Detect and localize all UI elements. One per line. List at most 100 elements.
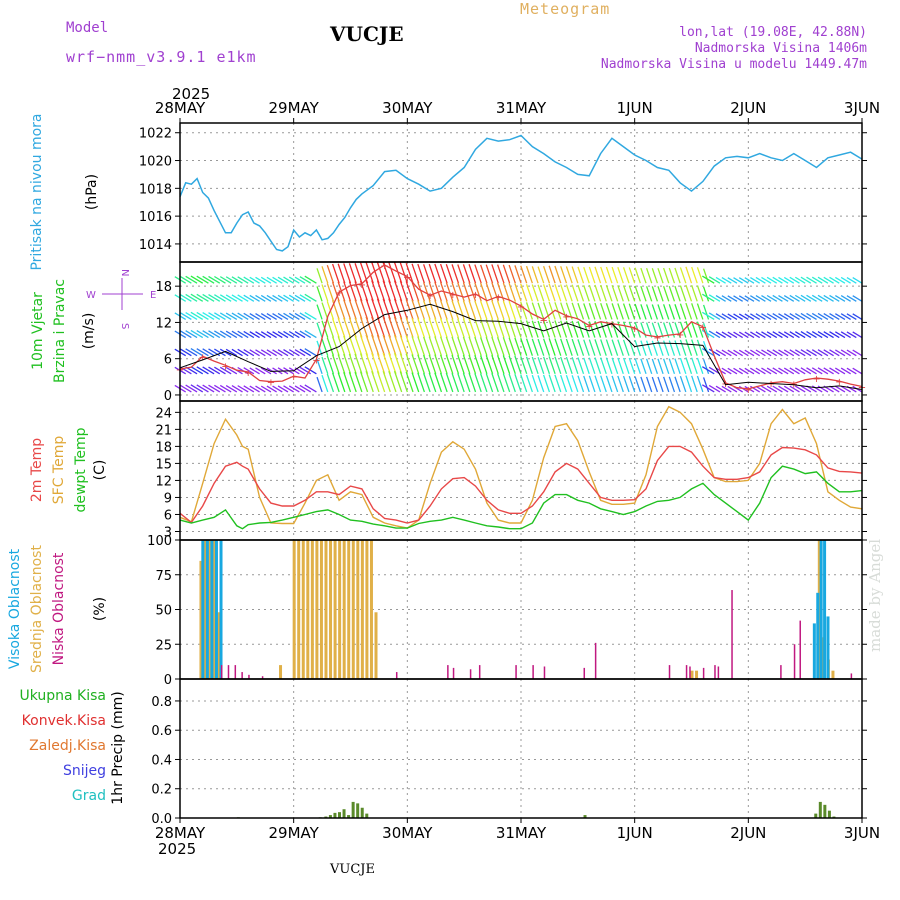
y-tick-label: 18 — [155, 280, 172, 295]
wind-barb — [778, 349, 789, 357]
wind-barb — [388, 352, 397, 375]
wind-barb — [766, 276, 778, 284]
wind-barb — [794, 367, 806, 375]
wind-barb — [622, 357, 630, 375]
wind-barb — [806, 367, 817, 375]
wind-barb — [354, 371, 363, 393]
x-tick-label-bottom: 2JUN — [730, 824, 766, 842]
wind-barb — [600, 339, 607, 356]
bar-cloud-mid — [369, 540, 373, 679]
wind-barb — [428, 318, 437, 338]
wind-speed-marker: + — [380, 261, 388, 272]
wind-barb — [531, 266, 539, 284]
wind-barb — [428, 263, 437, 284]
wind-barb — [508, 301, 516, 320]
wind-barb — [715, 276, 726, 284]
wind-barb — [462, 282, 471, 302]
wind-barb — [794, 385, 806, 393]
wind-barb — [417, 318, 425, 338]
wind-barb — [180, 294, 192, 302]
wind-barb — [571, 302, 579, 320]
wind-barb — [674, 285, 681, 302]
wind-barb — [214, 312, 226, 320]
wind-barb — [727, 385, 738, 393]
wind-barb — [611, 357, 619, 375]
wind-barb — [316, 376, 323, 393]
wind-barb — [190, 275, 204, 284]
wind-barb — [846, 349, 857, 357]
wind-barb — [294, 330, 306, 339]
wind-barb — [337, 281, 346, 302]
wind-barb — [645, 267, 653, 284]
wind-barb — [733, 295, 743, 302]
wind-barb — [525, 302, 533, 320]
wind-barb — [393, 316, 403, 338]
wind-barb — [727, 367, 738, 375]
wind-barb — [701, 293, 715, 302]
wind-barb — [617, 303, 624, 320]
wind-barb — [702, 377, 710, 393]
bar-cloud-mid — [329, 540, 333, 679]
bar-cloud-mid — [310, 540, 314, 679]
legend-precip-4: Grad — [72, 788, 106, 804]
wind-barb — [701, 275, 715, 284]
wind-barb — [542, 338, 551, 356]
wind-barb — [388, 370, 397, 393]
wind-barb — [434, 299, 443, 320]
wind-barb — [411, 281, 420, 302]
wind-barb — [474, 336, 482, 356]
wind-barb — [645, 340, 653, 356]
wind-barb — [393, 298, 403, 320]
wind-barb — [657, 304, 664, 320]
wind-barb — [651, 268, 659, 284]
wind-barb — [502, 337, 511, 356]
wind-barb — [668, 376, 676, 393]
wind-barb — [702, 304, 710, 320]
wind-barb — [823, 276, 834, 284]
wind-barb — [445, 318, 454, 338]
wind-barb — [202, 293, 215, 302]
wind-barb — [434, 372, 443, 393]
bar-cloud-high — [812, 623, 816, 679]
wind-speed-marker: + — [562, 312, 570, 323]
wind-barb — [326, 319, 335, 338]
wind-barb — [811, 294, 823, 302]
wind-barb — [554, 356, 562, 375]
wind-barb — [405, 371, 414, 393]
x-tick-label-top: 1JUN — [617, 99, 653, 117]
y-tick-label: 1018 — [139, 182, 172, 197]
wind-barb — [185, 275, 198, 284]
wind-barb — [214, 294, 226, 302]
bar-cloud-high — [823, 540, 827, 679]
wind-barb — [371, 316, 380, 338]
wind-barb — [180, 312, 192, 320]
wind-barb — [708, 330, 721, 339]
bar-cloud-low — [583, 667, 586, 679]
wind-barb — [531, 338, 539, 356]
wind-barb — [565, 374, 573, 393]
wind-barb — [331, 336, 340, 356]
wind-barb — [423, 336, 431, 356]
wind-barb — [611, 303, 619, 320]
wind-barb — [343, 335, 352, 356]
wind-barb — [811, 312, 823, 320]
wind-barb — [834, 331, 846, 339]
wind-barb — [761, 276, 772, 284]
wind-barb — [640, 286, 647, 302]
wind-barb — [359, 335, 369, 356]
wind-barb — [571, 338, 579, 356]
wind-barb — [326, 283, 335, 302]
wind-barb — [399, 262, 408, 284]
wind-barb — [554, 338, 562, 356]
wind-barb — [605, 321, 613, 338]
wind-barb — [640, 340, 647, 356]
wind-barb — [445, 336, 454, 356]
wind-barb — [231, 312, 243, 320]
wind-barb — [701, 311, 715, 320]
wind-barb — [640, 358, 647, 375]
bar-cloud-low — [248, 674, 250, 679]
wind-barb — [411, 299, 420, 320]
wind-barb — [202, 311, 215, 320]
y-tick-label: 0.6 — [151, 724, 172, 739]
wind-barb — [628, 375, 636, 393]
